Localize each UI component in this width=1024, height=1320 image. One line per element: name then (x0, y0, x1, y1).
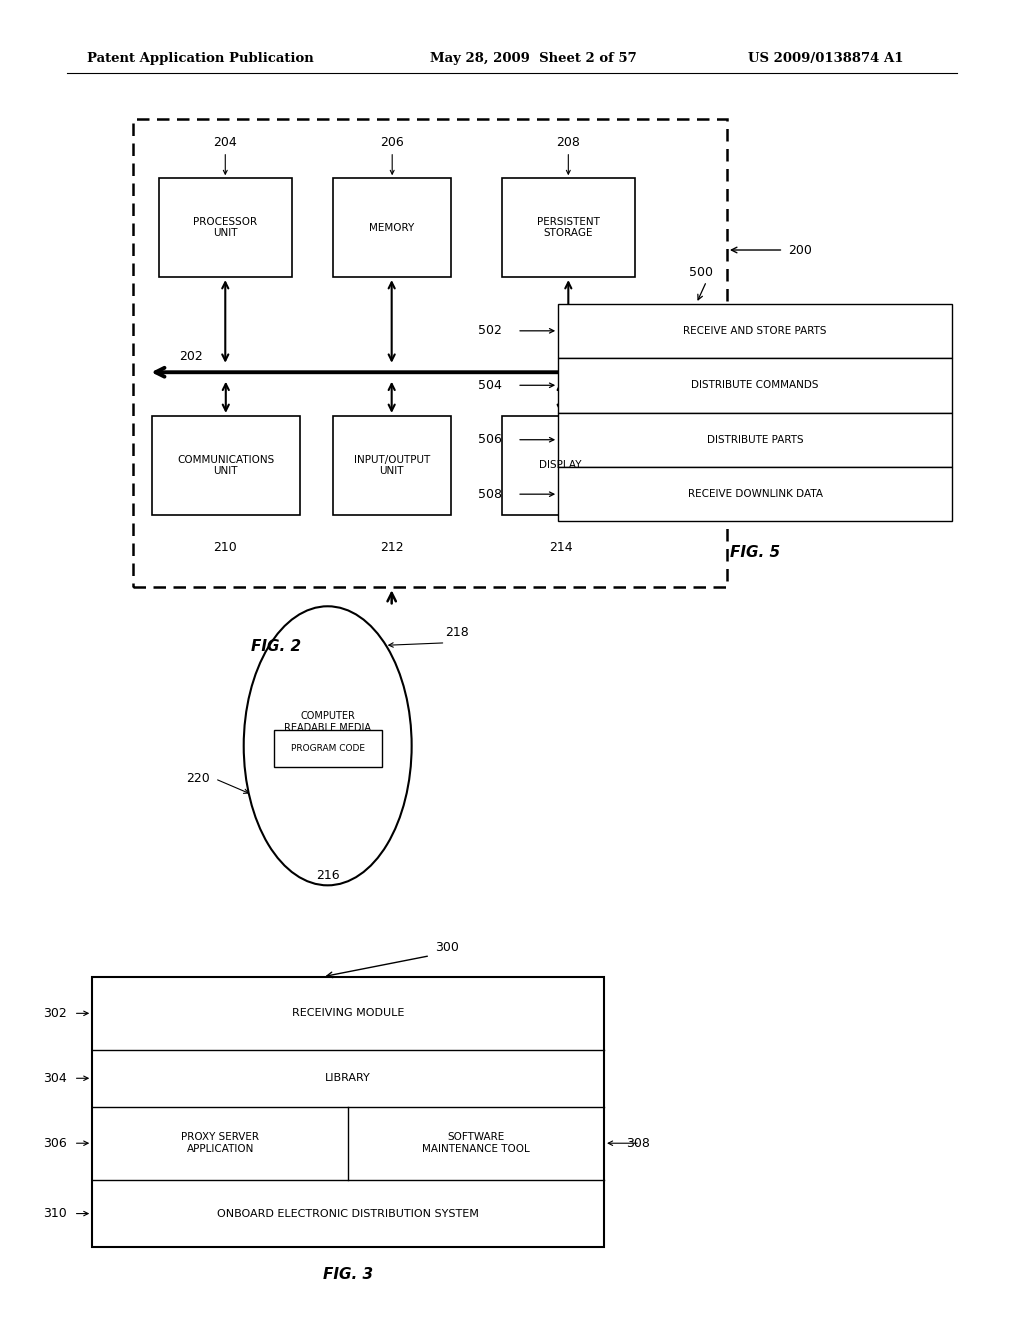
Bar (333, 178, 451, 277)
Text: INPUT/OUTPUT
UNIT: INPUT/OUTPUT UNIT (353, 454, 430, 477)
Text: 204: 204 (213, 136, 238, 149)
Text: PROGRAM CODE: PROGRAM CODE (291, 744, 366, 752)
Text: 504: 504 (478, 379, 502, 392)
Bar (133, 119, 727, 587)
Text: FIG. 2: FIG. 2 (252, 639, 301, 655)
Bar (274, 730, 382, 767)
Text: 208: 208 (556, 136, 581, 149)
Text: 306: 306 (43, 1137, 67, 1150)
Bar (92, 977, 604, 1247)
Text: DISTRIBUTE PARTS: DISTRIBUTE PARTS (707, 434, 804, 445)
Text: DISTRIBUTE COMMANDS: DISTRIBUTE COMMANDS (691, 380, 819, 391)
Text: 220: 220 (186, 772, 210, 785)
Bar (502, 178, 635, 277)
Text: 200: 200 (788, 243, 812, 256)
Text: SOFTWARE
MAINTENANCE TOOL: SOFTWARE MAINTENANCE TOOL (422, 1133, 530, 1154)
Text: US 2009/0138874 A1: US 2009/0138874 A1 (748, 51, 903, 65)
Text: 214: 214 (549, 541, 573, 554)
Text: May 28, 2009  Sheet 2 of 57: May 28, 2009 Sheet 2 of 57 (430, 51, 637, 65)
Bar (152, 416, 300, 515)
Text: Patent Application Publication: Patent Application Publication (87, 51, 313, 65)
Text: 302: 302 (43, 1007, 67, 1020)
Text: RECEIVE AND STORE PARTS: RECEIVE AND STORE PARTS (683, 326, 827, 335)
Bar (333, 416, 451, 515)
Text: PERSISTENT
STORAGE: PERSISTENT STORAGE (537, 216, 600, 239)
Text: 206: 206 (380, 136, 404, 149)
Bar (558, 358, 952, 412)
Text: PROCESSOR
UNIT: PROCESSOR UNIT (194, 216, 257, 239)
Text: 300: 300 (435, 941, 459, 954)
Text: DISPLAY: DISPLAY (540, 461, 582, 470)
Text: 218: 218 (445, 626, 469, 639)
Bar (558, 412, 952, 467)
Text: 216: 216 (315, 869, 340, 882)
Bar (502, 416, 620, 515)
Text: 506: 506 (478, 433, 502, 446)
Text: COMMUNICATIONS
UNIT: COMMUNICATIONS UNIT (177, 454, 274, 477)
Text: 202: 202 (179, 350, 203, 363)
Text: 500: 500 (689, 265, 714, 279)
Text: FIG. 3: FIG. 3 (324, 1267, 373, 1282)
Text: RECEIVE DOWNLINK DATA: RECEIVE DOWNLINK DATA (688, 490, 822, 499)
Text: 308: 308 (627, 1137, 650, 1150)
Text: 310: 310 (43, 1206, 67, 1220)
Text: 508: 508 (478, 487, 502, 500)
Text: LIBRARY: LIBRARY (326, 1073, 371, 1084)
Text: 502: 502 (478, 325, 502, 338)
Text: 304: 304 (43, 1072, 67, 1085)
Text: MEMORY: MEMORY (369, 223, 415, 232)
Text: FIG. 5: FIG. 5 (730, 545, 780, 560)
Bar (558, 467, 952, 521)
Bar (159, 178, 292, 277)
Text: COMPUTER
READABLE MEDIA: COMPUTER READABLE MEDIA (285, 711, 371, 733)
Bar (558, 304, 952, 358)
Text: RECEIVING MODULE: RECEIVING MODULE (292, 1008, 404, 1018)
Text: 212: 212 (380, 541, 404, 554)
Text: ONBOARD ELECTRONIC DISTRIBUTION SYSTEM: ONBOARD ELECTRONIC DISTRIBUTION SYSTEM (217, 1209, 479, 1218)
Text: 210: 210 (213, 541, 238, 554)
Text: PROXY SERVER
APPLICATION: PROXY SERVER APPLICATION (181, 1133, 259, 1154)
